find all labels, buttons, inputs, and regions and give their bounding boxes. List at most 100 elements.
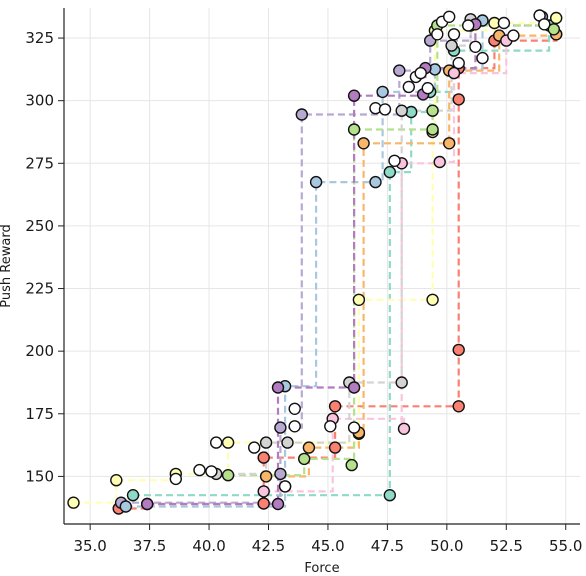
y-tick-label: 300 [25, 92, 54, 110]
data-point [443, 137, 456, 150]
data-point [393, 64, 406, 77]
data-point [452, 56, 465, 70]
x-tick-label: 40.0 [192, 537, 225, 555]
data-point [274, 467, 287, 481]
data-point [447, 66, 461, 80]
data-point [257, 497, 270, 510]
data-point [169, 472, 183, 486]
data-point [247, 441, 261, 454]
grid [64, 8, 580, 524]
x-tick-label: 55.0 [549, 537, 582, 555]
data-point [347, 89, 361, 102]
data-point [433, 155, 446, 169]
data-point [302, 441, 316, 454]
data-point [140, 497, 154, 511]
data-point [383, 489, 396, 502]
data-point [388, 154, 401, 168]
data-point [462, 19, 475, 32]
data-point [126, 489, 140, 502]
data-point [328, 441, 342, 454]
y-tick-label: 275 [25, 154, 54, 172]
data-point [469, 40, 482, 53]
data-point [281, 436, 294, 449]
data-point [426, 123, 439, 136]
data-point [257, 451, 270, 464]
data-point [426, 104, 439, 117]
data-point [397, 422, 411, 435]
x-tick-label: 50.0 [430, 537, 463, 555]
data-point [67, 496, 80, 509]
data-point [443, 10, 456, 23]
data-point [347, 381, 361, 394]
data-point [426, 293, 439, 306]
data-point [221, 469, 235, 482]
data-point [119, 500, 133, 513]
data-point [221, 436, 235, 449]
x-tick-label: 47.5 [371, 537, 404, 555]
data-point [369, 175, 382, 189]
data-point [298, 452, 311, 466]
data-point [547, 23, 560, 36]
y-tick-label: 200 [25, 342, 54, 360]
series-points [67, 9, 563, 515]
data-point [288, 420, 301, 433]
data-point [271, 381, 285, 394]
data-point [193, 463, 206, 477]
series-step-line [118, 34, 558, 510]
x-tick-label: 45.0 [311, 537, 344, 555]
data-point [278, 480, 292, 493]
series-step-lines [73, 16, 558, 510]
data-point [376, 85, 389, 99]
data-point [431, 28, 444, 41]
data-point [421, 81, 434, 95]
data-point [347, 421, 361, 434]
data-point [259, 436, 273, 449]
data-point [328, 400, 342, 413]
x-tick-label: 52.5 [490, 537, 523, 555]
data-point [274, 421, 287, 434]
data-point [357, 137, 370, 150]
y-tick-label: 150 [25, 467, 54, 485]
x-tick-label: 42.5 [252, 537, 285, 555]
data-point [383, 165, 396, 179]
data-point [452, 343, 465, 357]
data-point [497, 16, 511, 30]
data-point [476, 51, 489, 65]
data-point [110, 474, 123, 487]
data-point [395, 104, 408, 117]
data-point [452, 400, 465, 413]
data-point [205, 465, 218, 478]
data-point [324, 420, 337, 433]
data-point [345, 458, 358, 472]
y-tick-label: 175 [25, 405, 54, 423]
y-ticks: 150 175 200 225 250 275 300 325 [25, 29, 64, 485]
data-point [538, 18, 551, 31]
data-point [445, 39, 458, 52]
x-axis-title: Force [304, 561, 339, 576]
data-point [257, 485, 270, 498]
data-point [507, 29, 520, 42]
x-tick-label: 35.0 [73, 537, 106, 555]
series-step-line [228, 24, 555, 477]
data-point [447, 28, 461, 41]
data-point [309, 175, 323, 189]
y-tick-label: 225 [25, 280, 54, 298]
data-point [550, 11, 563, 25]
data-point [347, 123, 361, 136]
data-point [395, 376, 408, 389]
series-step-line [133, 25, 551, 497]
series-step-line [73, 18, 558, 504]
data-point [259, 470, 273, 483]
data-point [271, 497, 285, 511]
data-point [378, 103, 392, 116]
data-point [352, 293, 366, 306]
y-tick-label: 250 [25, 217, 54, 235]
data-point [414, 66, 427, 80]
data-point [452, 93, 465, 106]
y-tick-label: 325 [25, 29, 54, 47]
axes [63, 8, 580, 525]
data-point [288, 402, 301, 415]
data-point [209, 436, 223, 449]
